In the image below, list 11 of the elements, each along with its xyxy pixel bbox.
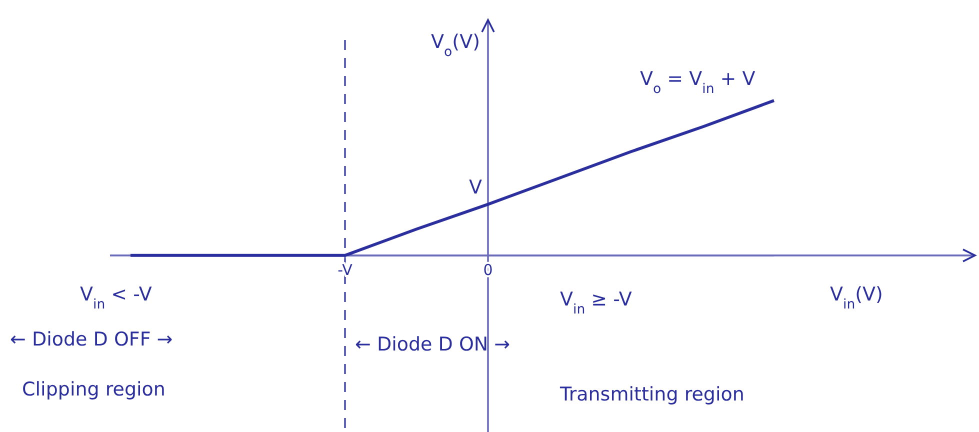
text: V$_{o}$ = V$_{in}$ + V — [640, 68, 756, 96]
text: ← Diode D OFF → — [10, 328, 173, 350]
x-tick-label: -V — [338, 261, 354, 280]
text: ← Diode D ON → — [355, 333, 510, 356]
text: V$_{in}$ ≥ -V — [560, 288, 632, 317]
text: Clipping region — [22, 378, 166, 400]
annotation: V — [469, 176, 482, 198]
y-axis-title: V$_{o}$(V) — [431, 31, 480, 60]
x-axis-title: V$_{in}$(V) — [830, 283, 883, 312]
text: V$_{in}$ < -V — [80, 283, 152, 312]
text: Transmitting region — [559, 383, 744, 406]
